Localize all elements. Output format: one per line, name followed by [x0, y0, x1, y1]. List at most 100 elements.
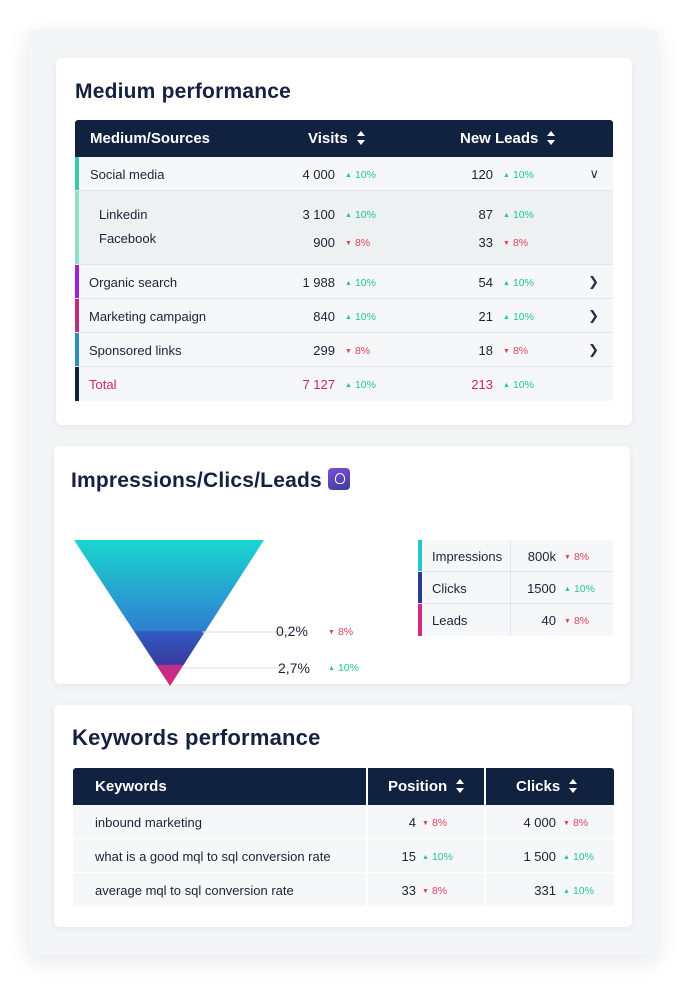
funnel-title: Impressions/Clics/Leads — [71, 468, 350, 493]
funnel-card: Impressions/Clics/Leads 0,2% 8% 2,7% 10% — [54, 446, 630, 686]
row-label: Social media — [90, 167, 165, 182]
visits-value: 4 000 — [302, 167, 335, 182]
funnel-legend: Impressions 800k 8% Clicks 1500 10% Lead… — [418, 540, 613, 636]
table-row-total: Total 7 127 10% 213 10% — [75, 367, 613, 401]
keyword-cell: average mql to sql conversion rate — [73, 873, 366, 906]
header-medium-sources: Medium/Sources — [90, 130, 211, 147]
social-media-breakdown: Linkedin 3 100 10% 87 10% Facebook 900 8… — [75, 191, 613, 265]
clicks-cell: 1 500 10% — [486, 839, 614, 872]
position-trend: 8% — [422, 817, 447, 829]
legend-trend: 8% — [564, 551, 589, 563]
legend-value: 800k — [527, 549, 556, 564]
leads-value: 18 — [478, 343, 493, 358]
keyword-text: inbound marketing — [95, 815, 202, 830]
funnel-shape — [74, 540, 264, 686]
legend-value: 1500 — [527, 581, 556, 596]
sub-row-label: Facebook — [99, 231, 157, 246]
row-label: Sponsored links — [89, 343, 182, 358]
header-new-leads[interactable]: New Leads — [460, 130, 556, 147]
sub-leads-trend: 10% — [503, 209, 534, 221]
funnel-ratio-1-trend: 8% — [328, 626, 353, 638]
visits-trend: 10% — [345, 311, 376, 323]
sort-icon[interactable] — [356, 131, 366, 145]
sub-visits-value: 900 — [313, 235, 335, 250]
row-color-bar — [75, 191, 79, 264]
position-trend: 8% — [422, 885, 447, 897]
row-label: Marketing campaign — [89, 309, 207, 324]
table-row-marketing-campaign[interactable]: Marketing campaign 840 10% 21 10% ❯ — [75, 299, 613, 333]
chevron-right-icon[interactable]: ❯ — [588, 274, 599, 289]
chevron-right-icon[interactable]: ❯ — [588, 308, 599, 323]
visits-trend: 8% — [345, 345, 370, 357]
keywords-table-header: Keywords Position Clicks — [73, 768, 614, 805]
table-row-social-media[interactable]: Social media 4 000 10% 120 10% ∨ — [75, 157, 613, 191]
total-visits-trend: 10% — [345, 379, 376, 391]
legend-color-bar — [418, 540, 422, 571]
dashboard-canvas: Medium performance Medium/Sources Visits… — [28, 30, 658, 955]
clicks-trend: 10% — [563, 851, 594, 863]
header-keywords: Keywords — [95, 778, 167, 795]
total-leads-trend: 10% — [503, 379, 534, 391]
row-color-bar — [75, 299, 79, 332]
leads-value: 120 — [471, 167, 493, 182]
leads-trend: 10% — [503, 169, 534, 181]
leads-trend: 10% — [503, 311, 534, 323]
funnel-ratio-1: 0,2% — [276, 623, 308, 639]
legend-divider — [510, 540, 511, 571]
medium-performance-title: Medium performance — [75, 80, 291, 103]
clicks-cell: 4 000 8% — [486, 805, 614, 838]
chevron-right-icon[interactable]: ❯ — [588, 342, 599, 357]
table-row-organic-search[interactable]: Organic search 1 988 10% 54 10% ❯ — [75, 265, 613, 299]
legend-trend: 10% — [564, 583, 595, 595]
row-label: Organic search — [89, 275, 178, 290]
keyword-text: average mql to sql conversion rate — [95, 883, 294, 898]
legend-row-leads: Leads 40 8% — [418, 604, 613, 636]
leads-value: 21 — [478, 309, 493, 324]
keyword-cell: inbound marketing — [73, 805, 366, 838]
clicks-trend: 8% — [563, 817, 588, 829]
header-position[interactable]: Position — [388, 778, 465, 795]
total-visits-value: 7 127 — [302, 377, 335, 392]
header-clicks[interactable]: Clicks — [516, 778, 578, 795]
row-color-bar — [75, 367, 79, 401]
sort-icon[interactable] — [546, 131, 556, 145]
position-value: 33 — [401, 883, 416, 898]
keyword-text: what is a good mql to sql conversion rat… — [95, 849, 331, 864]
chevron-down-icon[interactable]: ∨ — [589, 166, 599, 181]
legend-label: Impressions — [432, 549, 503, 564]
table-row[interactable]: average mql to sql conversion rate 33 8%… — [73, 873, 614, 907]
legend-value: 40 — [541, 613, 556, 628]
table-row-sponsored-links[interactable]: Sponsored links 299 8% 18 8% ❯ — [75, 333, 613, 367]
visits-value: 299 — [313, 343, 335, 358]
header-visits[interactable]: Visits — [308, 130, 366, 147]
clicks-value: 4 000 — [523, 815, 556, 830]
keyword-cell: what is a good mql to sql conversion rat… — [73, 839, 366, 872]
medium-table-header: Medium/Sources Visits New Leads — [75, 120, 613, 157]
sort-icon[interactable] — [455, 779, 465, 793]
clicks-value: 1 500 — [523, 849, 556, 864]
table-row[interactable]: what is a good mql to sql conversion rat… — [73, 839, 614, 873]
position-cell: 4 8% — [368, 805, 484, 838]
leads-trend: 8% — [503, 345, 528, 357]
legend-label: Clicks — [432, 581, 467, 596]
table-row[interactable]: inbound marketing 4 8% 4 000 8% — [73, 805, 614, 839]
clicks-trend: 10% — [563, 885, 594, 897]
legend-color-bar — [418, 572, 422, 603]
visits-trend: 10% — [345, 169, 376, 181]
header-cell[interactable]: Position — [368, 768, 484, 805]
legend-color-bar — [418, 604, 422, 636]
sort-icon[interactable] — [568, 779, 578, 793]
funnel-ratio-2-trend: 10% — [328, 662, 359, 674]
legend-trend: 8% — [564, 615, 589, 627]
sub-leads-value: 87 — [478, 207, 493, 222]
header-cell[interactable]: Clicks — [486, 768, 614, 805]
keywords-performance-card: Keywords performance Keywords Position C… — [54, 705, 632, 927]
position-value: 15 — [401, 849, 416, 864]
leads-trend: 10% — [503, 277, 534, 289]
legend-label: Leads — [432, 613, 468, 628]
medium-table: Medium/Sources Visits New Leads Social m… — [75, 120, 613, 401]
lightbulb-icon[interactable] — [327, 468, 350, 490]
keywords-table: Keywords Position Clicks inbound marketi… — [73, 768, 614, 907]
clicks-cell: 331 10% — [486, 873, 614, 906]
row-color-bar — [75, 265, 79, 298]
